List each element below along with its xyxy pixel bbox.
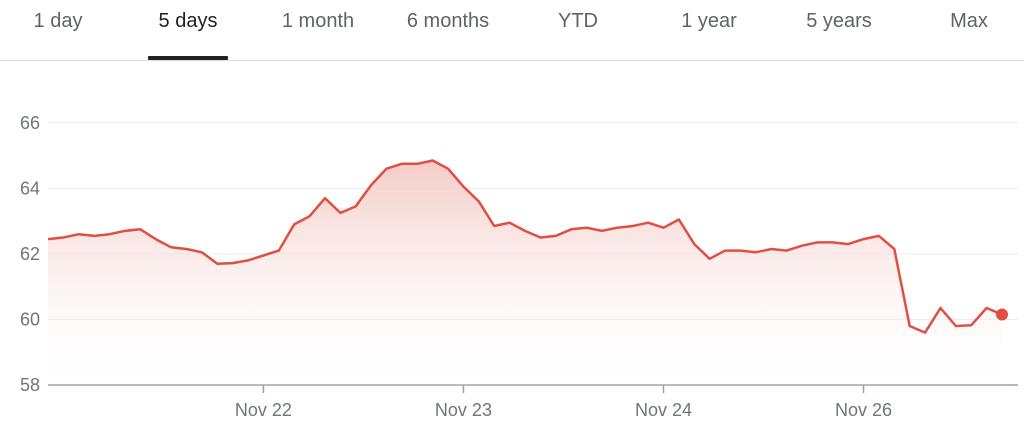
y-tick-label: 60 [20,309,40,329]
x-tick-label: Nov 23 [435,400,492,420]
tab-1-year[interactable]: 1 year [681,10,737,32]
current-price-dot [996,308,1008,321]
active-tab-indicator [148,56,228,60]
tab-ytd[interactable]: YTD [558,10,598,32]
tab-1-month[interactable]: 1 month [281,10,355,32]
tab-max[interactable]: Max [950,10,988,32]
y-tick-label: 64 [20,178,40,198]
x-tick-label: Nov 24 [635,400,692,420]
tab-1-day[interactable]: 1 day [33,10,83,32]
x-tick-label: Nov 22 [235,400,292,420]
tab-5-days[interactable]: 5 days [158,10,218,32]
price-line [47,159,1003,334]
range-tabs: 1 day 5 days 1 month 6 months YTD 1 year… [0,0,1024,61]
y-tick-label: 58 [20,375,40,395]
tab-5-years[interactable]: 5 years [806,10,872,32]
tab-6-months[interactable]: 6 months [406,10,490,32]
y-tick-label: 66 [20,113,40,133]
x-tick-label: Nov 26 [835,400,892,420]
y-tick-label: 62 [20,244,40,264]
price-area-fill [48,160,1002,385]
